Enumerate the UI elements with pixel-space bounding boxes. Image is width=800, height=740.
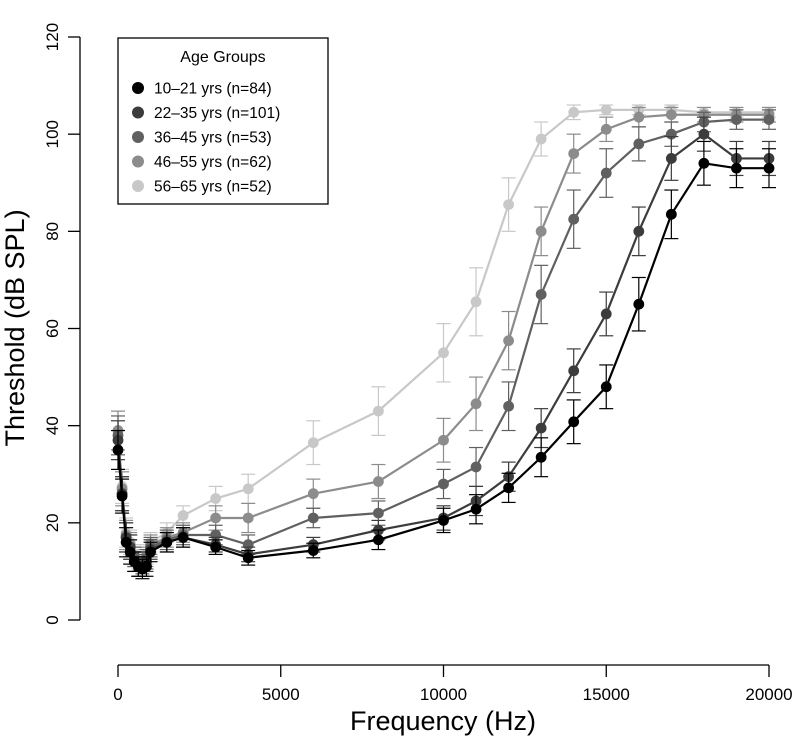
data-point (698, 128, 710, 140)
data-point (373, 476, 384, 487)
data-point (120, 536, 132, 548)
legend-marker (132, 82, 144, 94)
legend: Age Groups 10–21 yrs (n=84) 22–35 yrs (n=1… (117, 37, 329, 205)
data-point (438, 478, 449, 490)
data-point (242, 512, 254, 524)
data-point (470, 296, 482, 308)
x-tick-label: 10000 (420, 685, 467, 704)
legend-box (117, 37, 329, 205)
x-tick-label: 20000 (745, 685, 792, 704)
data-point (633, 138, 645, 150)
data-point (210, 541, 222, 553)
data-point (600, 167, 612, 179)
data-point (307, 488, 319, 500)
x-tick-label: 15000 (583, 685, 630, 704)
data-point (210, 493, 222, 504)
data-point (470, 398, 482, 410)
data-point (373, 507, 384, 519)
series-0 (111, 140, 776, 580)
data-point (503, 400, 514, 412)
data-point (145, 546, 156, 558)
data-point (242, 483, 254, 495)
data-point (633, 298, 645, 310)
data-point (665, 109, 677, 121)
data-point (763, 114, 775, 125)
data-point (210, 512, 222, 524)
data-point (731, 162, 742, 174)
plot-area (111, 104, 776, 580)
legend-marker (132, 155, 144, 168)
data-point (535, 289, 547, 300)
data-point (665, 153, 677, 164)
legend-marker (132, 180, 144, 192)
data-point (307, 437, 319, 449)
legend-entry: 22–35 yrs (n=101) (154, 105, 280, 122)
data-point (177, 510, 189, 521)
data-point (141, 561, 152, 572)
data-point (535, 133, 547, 145)
legend-entry: 46–55 yrs (n=62) (154, 154, 272, 171)
legend-marker (132, 106, 144, 119)
data-point (438, 347, 449, 359)
legend-entry: 56–65 yrs (n=52) (154, 179, 272, 196)
data-point (600, 308, 612, 320)
data-point (665, 208, 677, 220)
y-tick-label: 120 (43, 23, 62, 51)
data-point (161, 536, 173, 548)
data-point (600, 123, 612, 135)
data-point (698, 157, 710, 169)
y-tick-label: 100 (43, 120, 62, 148)
axes: 0 20 40 60 80 100 120 0 5000 10000 15000 20000 (43, 23, 793, 704)
data-point (568, 416, 580, 428)
legend-title: Age Groups (180, 49, 265, 66)
data-point (470, 503, 482, 515)
data-point (535, 422, 547, 434)
data-point (568, 365, 580, 377)
data-point (470, 461, 482, 473)
x-tick-label: 5000 (262, 685, 300, 704)
x-tick-label: 0 (113, 685, 122, 704)
data-point (373, 405, 384, 417)
y-tick-label: 0 (43, 615, 62, 624)
data-point (731, 114, 742, 125)
y-tick-label: 60 (43, 319, 62, 338)
data-point (438, 515, 449, 526)
data-point (568, 106, 580, 118)
legend-entry: 36–45 yrs (n=53) (154, 130, 272, 147)
data-point (242, 552, 254, 564)
y-axis-title: Threshold (dB SPL) (0, 209, 30, 446)
data-point (307, 512, 319, 524)
x-axis-title: Frequency (Hz) (350, 706, 536, 736)
data-point (307, 545, 319, 556)
data-point (535, 451, 547, 463)
y-tick-label: 40 (43, 416, 62, 435)
data-point (535, 225, 547, 237)
data-point (503, 482, 514, 494)
data-point (633, 111, 645, 123)
y-tick-label: 80 (43, 222, 62, 241)
data-point (568, 213, 580, 225)
y-tick-label: 20 (43, 513, 62, 532)
legend-entry: 10–21 yrs (n=84) (154, 81, 272, 98)
data-point (600, 104, 612, 116)
data-point (116, 490, 128, 502)
legend-marker (132, 131, 144, 143)
data-point (373, 534, 384, 546)
data-point (763, 162, 775, 174)
data-point (438, 434, 449, 446)
data-point (124, 546, 136, 558)
data-point (503, 335, 514, 347)
data-point (177, 532, 189, 543)
data-point (633, 225, 645, 237)
data-point (568, 148, 580, 160)
data-point (112, 444, 124, 456)
data-point (600, 381, 612, 393)
data-point (503, 199, 514, 211)
